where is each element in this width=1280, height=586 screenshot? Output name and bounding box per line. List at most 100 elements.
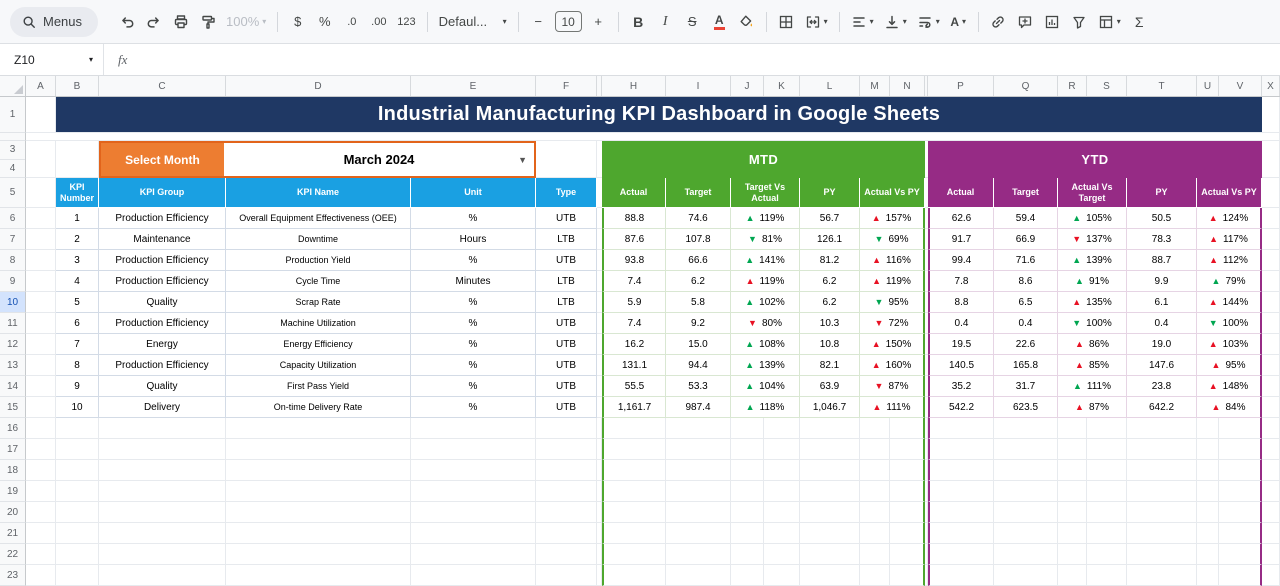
- row-header[interactable]: 3: [0, 141, 25, 160]
- cell[interactable]: [928, 544, 994, 565]
- cell[interactable]: [994, 460, 1058, 481]
- header-unit[interactable]: Unit: [411, 178, 536, 208]
- cell[interactable]: [226, 544, 411, 565]
- column-header[interactable]: A: [26, 76, 56, 96]
- cell-type[interactable]: UTB: [536, 334, 597, 355]
- cell-mtd-actual[interactable]: 88.8: [602, 208, 666, 229]
- cell[interactable]: [731, 502, 764, 523]
- cell-mtd-py[interactable]: 1,046.7: [800, 397, 860, 418]
- cell-ytd-target[interactable]: 165.8: [994, 355, 1058, 376]
- cell[interactable]: [666, 565, 731, 586]
- cell[interactable]: [764, 439, 800, 460]
- cell[interactable]: [1262, 97, 1280, 133]
- cell-ytd-actual[interactable]: 62.6: [928, 208, 994, 229]
- cell[interactable]: [800, 523, 860, 544]
- font-selector[interactable]: Defaul... ▾: [435, 8, 511, 36]
- cell[interactable]: [1197, 523, 1219, 544]
- cell[interactable]: [928, 439, 994, 460]
- cell-kpi-name[interactable]: Capacity Utilization: [226, 355, 411, 376]
- row-header[interactable]: 20: [0, 502, 26, 523]
- cell-ytd-actual[interactable]: 8.8: [928, 292, 994, 313]
- header-kpi-name[interactable]: KPI Name: [226, 178, 411, 208]
- cell-mtd-target-vs-actual[interactable]: ▲ 104%: [731, 376, 800, 397]
- cell-mtd-target[interactable]: 74.6: [666, 208, 731, 229]
- column-header[interactable]: M: [860, 76, 890, 96]
- column-header[interactable]: J: [731, 76, 764, 96]
- cell-ytd-actual-vs-py[interactable]: ▲ 84%: [1197, 397, 1262, 418]
- cell[interactable]: [536, 523, 597, 544]
- cell[interactable]: [56, 481, 99, 502]
- cell[interactable]: [1127, 418, 1197, 439]
- cell[interactable]: [26, 133, 1280, 141]
- cell-kpi-number[interactable]: 4: [56, 271, 99, 292]
- cell[interactable]: [1127, 439, 1197, 460]
- cell-mtd-actual-vs-py[interactable]: ▼ 72%: [860, 313, 925, 334]
- cell-kpi-number[interactable]: 10: [56, 397, 99, 418]
- month-dropdown[interactable]: March 2024 ▼: [224, 143, 534, 176]
- cell[interactable]: [860, 502, 890, 523]
- cell[interactable]: [411, 460, 536, 481]
- cell-ytd-actual-vs-py[interactable]: ▲ 117%: [1197, 229, 1262, 250]
- cell-mtd-target[interactable]: 5.8: [666, 292, 731, 313]
- cell-kpi-name[interactable]: Downtime: [226, 229, 411, 250]
- cell[interactable]: [411, 565, 536, 586]
- cell[interactable]: [666, 523, 731, 544]
- cell-ytd-py[interactable]: 88.7: [1127, 250, 1197, 271]
- cell[interactable]: [731, 544, 764, 565]
- cell[interactable]: [860, 565, 890, 586]
- cell[interactable]: [1219, 481, 1262, 502]
- cell-kpi-group[interactable]: Quality: [99, 292, 226, 313]
- cell[interactable]: [411, 502, 536, 523]
- cell[interactable]: [1127, 460, 1197, 481]
- cell-mtd-target[interactable]: 6.2: [666, 271, 731, 292]
- cell-type[interactable]: LTB: [536, 229, 597, 250]
- cell-ytd-py[interactable]: 9.9: [1127, 271, 1197, 292]
- row-headers[interactable]: 3 4: [0, 141, 26, 178]
- cell-ytd-actual[interactable]: 19.5: [928, 334, 994, 355]
- cell-unit[interactable]: %: [411, 250, 536, 271]
- row-header[interactable]: 1: [0, 97, 26, 133]
- cell-mtd-target-vs-actual[interactable]: ▲ 119%: [731, 271, 800, 292]
- column-header[interactable]: D: [226, 76, 411, 96]
- cell-mtd-actual[interactable]: 16.2: [602, 334, 666, 355]
- cell-type[interactable]: UTB: [536, 250, 597, 271]
- cell-ytd-actual[interactable]: 542.2: [928, 397, 994, 418]
- cell-kpi-group[interactable]: Delivery: [99, 397, 226, 418]
- cell[interactable]: [764, 460, 800, 481]
- cell[interactable]: [1197, 439, 1219, 460]
- cell[interactable]: [890, 544, 925, 565]
- cell[interactable]: [536, 141, 597, 178]
- cell[interactable]: [890, 523, 925, 544]
- cell[interactable]: [1127, 565, 1197, 586]
- cell-kpi-group[interactable]: Quality: [99, 376, 226, 397]
- cell-ytd-actual-vs-target[interactable]: ▲ 105%: [1058, 208, 1127, 229]
- percent-format-button[interactable]: %: [319, 14, 331, 29]
- column-header[interactable]: L: [800, 76, 860, 96]
- cell[interactable]: [99, 481, 226, 502]
- header-kpi-number[interactable]: KPI Number: [56, 178, 99, 208]
- cell[interactable]: [731, 565, 764, 586]
- cell-kpi-name[interactable]: Overall Equipment Effectiveness (OEE): [226, 208, 411, 229]
- cell-kpi-number[interactable]: 1: [56, 208, 99, 229]
- cell-ytd-actual-vs-py[interactable]: ▲ 144%: [1197, 292, 1262, 313]
- cell[interactable]: [26, 397, 56, 418]
- header-ytd-actual[interactable]: Actual: [928, 178, 994, 208]
- cell[interactable]: [56, 418, 99, 439]
- cell[interactable]: [602, 418, 666, 439]
- cell[interactable]: [602, 502, 666, 523]
- cell-ytd-py[interactable]: 642.2: [1127, 397, 1197, 418]
- cell-ytd-actual-vs-target[interactable]: ▲ 139%: [1058, 250, 1127, 271]
- cell-mtd-target[interactable]: 66.6: [666, 250, 731, 271]
- cell[interactable]: [890, 565, 925, 586]
- cell[interactable]: [1262, 271, 1280, 292]
- cell[interactable]: [1087, 460, 1127, 481]
- cell-type[interactable]: UTB: [536, 208, 597, 229]
- cell[interactable]: [226, 439, 411, 460]
- cell-mtd-actual-vs-py[interactable]: ▼ 69%: [860, 229, 925, 250]
- cell-unit[interactable]: %: [411, 334, 536, 355]
- cell[interactable]: [666, 544, 731, 565]
- cell[interactable]: [1219, 565, 1262, 586]
- cell-kpi-group[interactable]: Production Efficiency: [99, 271, 226, 292]
- row-header[interactable]: 7: [0, 229, 26, 250]
- paint-format-button[interactable]: [195, 8, 220, 36]
